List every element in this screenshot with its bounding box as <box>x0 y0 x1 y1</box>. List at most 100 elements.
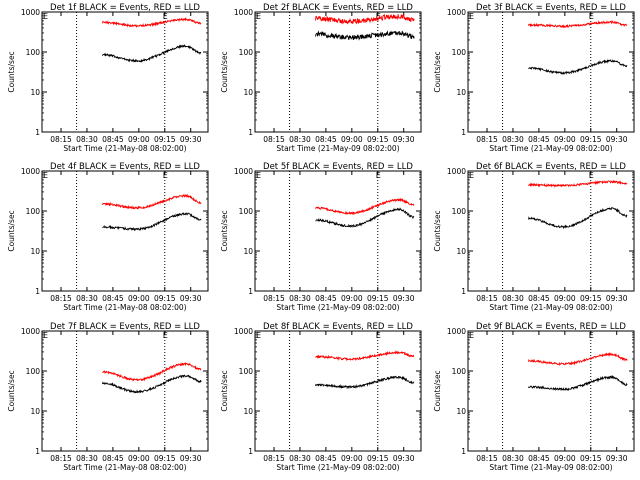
x-tick-label: 09:30 <box>393 294 415 303</box>
lld-series-line <box>528 179 628 188</box>
event-flag-label: E <box>469 331 474 340</box>
y-tick-label: 10 <box>243 247 253 256</box>
lld-series-line <box>102 17 202 28</box>
lld-series-line <box>315 350 415 362</box>
y-tick-label: 1000 <box>447 327 466 336</box>
events-series-line <box>315 30 415 41</box>
x-tick-label: 08:45 <box>102 454 124 463</box>
events-series-line <box>315 207 415 229</box>
y-axis-label: Counts/sec <box>7 210 16 251</box>
x-tick-label: 09:00 <box>341 135 363 144</box>
detector-panel-2: Det 2f BLACK = Events, RED = LLD 1 10 100 10… <box>220 3 422 153</box>
event-flag-label: E <box>256 331 261 340</box>
x-tick-label: 09:15 <box>367 454 389 463</box>
y-tick-label: 1 <box>461 287 466 296</box>
y-axis-label: Counts/sec <box>7 51 16 92</box>
x-tick-label: 08:15 <box>263 454 285 463</box>
events-series-line <box>528 374 628 392</box>
y-axis-label: Counts/sec <box>220 210 229 251</box>
y-tick-label: 1000 <box>234 167 253 176</box>
lld-series-line <box>102 193 202 210</box>
x-tick-label: 08:15 <box>476 454 498 463</box>
x-tick-label: 09:15 <box>580 135 602 144</box>
plot-frame <box>467 330 635 452</box>
y-axis-label: Counts/sec <box>433 210 442 251</box>
y-tick-label: 10 <box>243 88 253 97</box>
plot-frame <box>41 330 209 452</box>
x-tick-label: 08:30 <box>502 294 524 303</box>
y-tick-label: 100 <box>452 367 467 376</box>
detector-panel-8: Det 8f BLACK = Events, RED = LLD 1 10 100 10… <box>220 322 422 472</box>
y-tick-label: 10 <box>30 88 40 97</box>
x-tick-label: 08:45 <box>102 294 124 303</box>
x-tick-label: 09:30 <box>606 135 628 144</box>
x-tick-label: 08:15 <box>50 454 72 463</box>
panel-title: Det 3f BLACK = Events, RED = LLD <box>476 3 626 13</box>
x-axis-label: Start Time (21-May-09 08:02:00) <box>276 144 399 153</box>
x-tick-label: 09:30 <box>180 294 202 303</box>
x-tick-label: 09:30 <box>180 135 202 144</box>
detector-panel-9: Det 9f BLACK = Events, RED = LLD 1 10 100 10… <box>433 322 635 472</box>
x-axis-label: Start Time (21-May-09 08:02:00) <box>489 303 612 312</box>
x-tick-label: 09:30 <box>180 454 202 463</box>
event-flag-label: E <box>256 12 261 21</box>
y-tick-label: 10 <box>456 407 466 416</box>
x-tick-label: 08:30 <box>76 294 98 303</box>
x-tick-label: 08:45 <box>315 454 337 463</box>
x-tick-label: 09:00 <box>128 454 150 463</box>
y-axis-label: Counts/sec <box>220 370 229 411</box>
x-tick-label: 09:00 <box>128 294 150 303</box>
x-tick-label: 09:00 <box>128 135 150 144</box>
y-axis-label: Counts/sec <box>220 51 229 92</box>
x-tick-label: 08:15 <box>263 135 285 144</box>
event-flag-label: E <box>43 171 48 180</box>
events-series-line <box>102 44 202 63</box>
x-tick-label: 09:15 <box>154 135 176 144</box>
x-axis-label: Start Time (21-May-09 08:02:00) <box>489 144 612 153</box>
y-tick-label: 1 <box>35 447 40 456</box>
x-tick-label: 08:30 <box>289 454 311 463</box>
y-tick-label: 100 <box>239 207 254 216</box>
x-tick-label: 08:45 <box>528 135 550 144</box>
event-flag-label: E <box>376 12 381 21</box>
y-tick-label: 1 <box>35 128 40 137</box>
x-tick-label: 08:45 <box>528 294 550 303</box>
x-axis-label: Start Time (21-May-09 08:02:00) <box>276 303 399 312</box>
events-series-line <box>102 374 202 394</box>
event-flag-label: E <box>43 12 48 21</box>
lld-series-line <box>528 20 628 29</box>
y-axis-label: Counts/sec <box>7 370 16 411</box>
panel-title: Det 9f BLACK = Events, RED = LLD <box>476 322 626 332</box>
x-tick-label: 08:30 <box>289 294 311 303</box>
event-flag-label: E <box>256 171 261 180</box>
panel-title: Det 1f BLACK = Events, RED = LLD <box>50 3 200 13</box>
y-tick-label: 1000 <box>21 327 40 336</box>
detector-panel-3: Det 3f BLACK = Events, RED = LLD 1 10 100 10… <box>433 3 635 153</box>
event-flag-label: E <box>43 331 48 340</box>
x-tick-label: 09:30 <box>393 135 415 144</box>
plot-frame <box>41 11 209 133</box>
lld-series-line <box>315 13 415 25</box>
y-tick-label: 10 <box>456 88 466 97</box>
event-flag-label: E <box>163 171 168 180</box>
y-tick-label: 1000 <box>21 8 40 17</box>
panel-title: Det 2f BLACK = Events, RED = LLD <box>263 3 413 13</box>
panel-title: Det 6f BLACK = Events, RED = LLD <box>476 162 626 172</box>
events-series-line <box>528 59 628 75</box>
y-tick-label: 1 <box>248 287 253 296</box>
y-tick-label: 100 <box>239 48 254 57</box>
y-tick-label: 1 <box>248 128 253 137</box>
panel-title: Det 8f BLACK = Events, RED = LLD <box>263 322 413 332</box>
x-axis-label: Start Time (21-May-09 08:02:00) <box>489 463 612 472</box>
detector-panel-6: Det 6f BLACK = Events, RED = LLD 1 10 100 10… <box>433 162 635 312</box>
event-flag-label: E <box>163 331 168 340</box>
y-tick-label: 10 <box>30 247 40 256</box>
y-tick-label: 1000 <box>21 167 40 176</box>
plot-frame <box>254 11 422 133</box>
plot-frame <box>467 11 635 133</box>
x-axis-label: Start Time (21-May-08 08:02:00) <box>63 303 186 312</box>
detector-panel-7: Det 7f BLACK = Events, RED = LLD 1 10 100 10… <box>7 322 209 472</box>
lld-series-line <box>315 197 415 216</box>
x-tick-label: 08:30 <box>502 135 524 144</box>
